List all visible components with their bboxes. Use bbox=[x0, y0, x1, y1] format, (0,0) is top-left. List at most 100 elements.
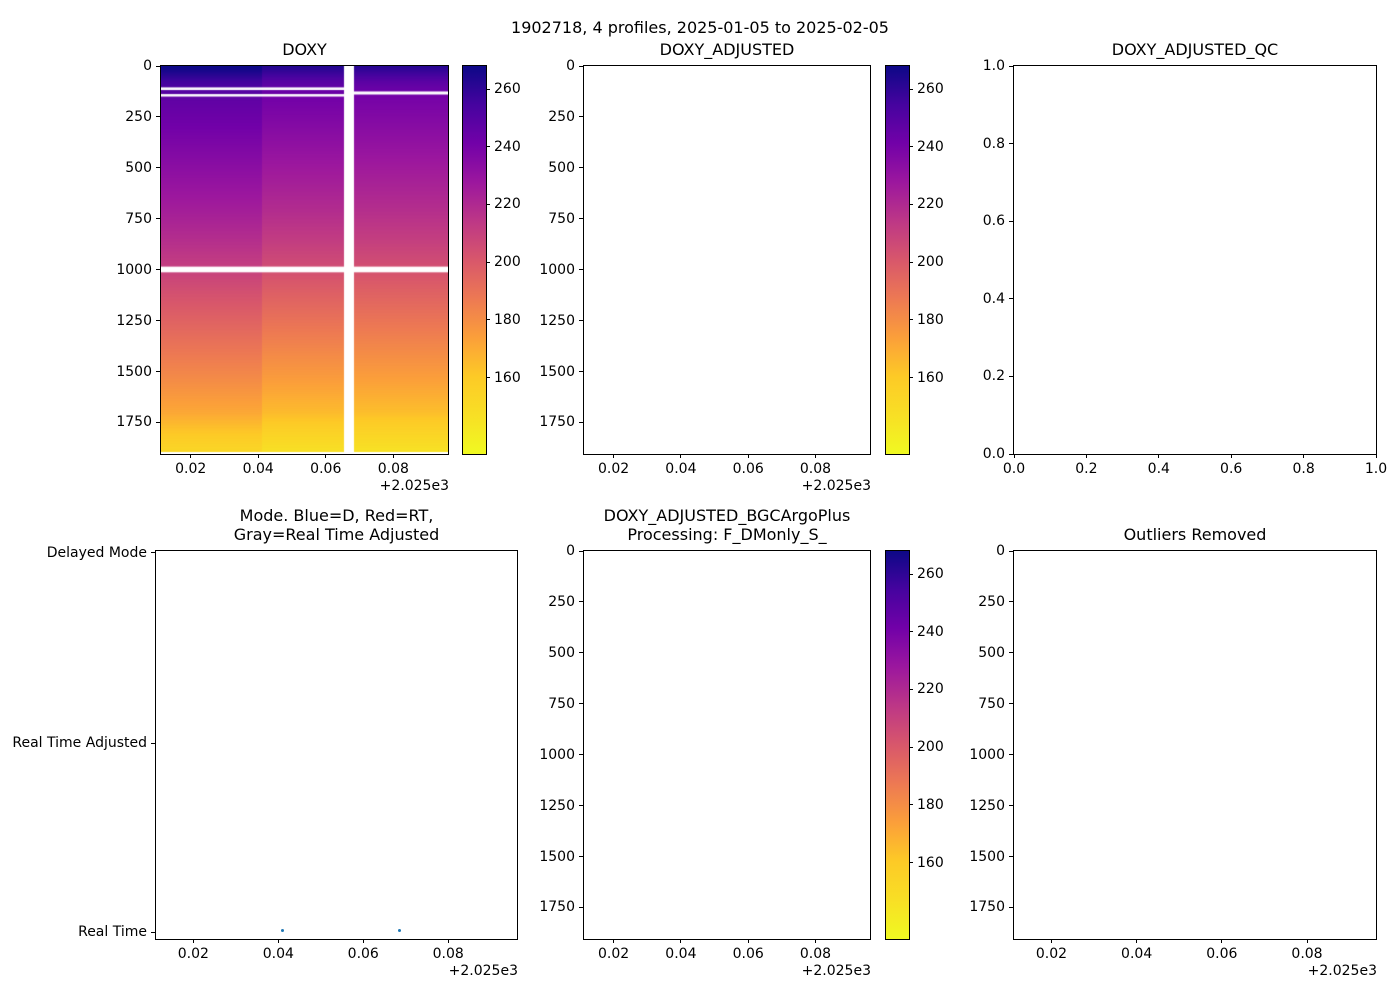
y-tick-mark bbox=[579, 167, 583, 169]
colorbar-tick-label: 200 bbox=[494, 254, 521, 271]
x-tick-mark bbox=[613, 939, 615, 943]
x-axis-offset-label: +2.025e3 bbox=[801, 963, 871, 979]
colorbar-doxy-adjusted: 260 240 220 200 180 160 bbox=[885, 65, 944, 455]
colorbar-tick-mark bbox=[909, 261, 913, 263]
y-tick-mark bbox=[1009, 220, 1013, 222]
colorbar-tick-mark bbox=[909, 573, 913, 575]
y-tick-mark bbox=[1009, 856, 1013, 857]
y-tick-mark bbox=[1009, 375, 1013, 377]
x-tick-label: 0.04 bbox=[665, 946, 697, 962]
title-mode-line2: Gray=Real Time Adjusted bbox=[233, 525, 440, 544]
y-tick-label: 0 bbox=[566, 543, 575, 559]
x-tick-label: 0.04 bbox=[262, 946, 294, 962]
colorbar-tick-label: 220 bbox=[917, 196, 944, 213]
y-tick-mark bbox=[1009, 652, 1013, 654]
y-tick-label: 250 bbox=[125, 108, 152, 125]
x-tick-mark bbox=[1013, 454, 1015, 458]
colorbar-tick-mark bbox=[909, 377, 913, 379]
y-tick-label: 750 bbox=[978, 695, 1005, 712]
y-tick-mark bbox=[579, 601, 583, 603]
y-tick-label: 1250 bbox=[116, 312, 152, 329]
x-tick-label: 0.08 bbox=[799, 946, 832, 962]
x-tick-label: 0.04 bbox=[665, 461, 697, 477]
colorbar-tick-mark bbox=[909, 146, 913, 148]
colorbar-doxy: 260 240 220 200 180 160 bbox=[462, 65, 521, 455]
axes-doxy-adjusted: 0.02 0.04 0.06 0.08 +2.025e3 0 250 500 750 1000 12… bbox=[539, 58, 871, 494]
x-tick-mark bbox=[814, 939, 816, 943]
title-outliers: Outliers Removed bbox=[1123, 525, 1267, 544]
x-tick-label: 0.02 bbox=[598, 461, 630, 477]
y-tick-label: 0.2 bbox=[982, 368, 1005, 385]
y-tick-label: 1500 bbox=[539, 363, 575, 380]
y-tick-label: 750 bbox=[125, 210, 152, 227]
x-tick-label: 0.06 bbox=[310, 461, 342, 477]
y-tick-label: 500 bbox=[548, 159, 575, 176]
y-tick-mark bbox=[579, 805, 583, 807]
colorbar-tick-mark bbox=[486, 88, 490, 90]
colorbar-tick-mark bbox=[909, 746, 913, 748]
doxy-heatmap-canvas bbox=[161, 66, 448, 454]
y-tick-mark bbox=[579, 652, 583, 654]
y-tick-label: 750 bbox=[548, 695, 575, 712]
title-bgc-line1: DOXY_ADJUSTED_BGCArgoPlus bbox=[603, 506, 851, 525]
colorbar-tick-label: 200 bbox=[917, 739, 944, 756]
x-tick-mark bbox=[447, 939, 449, 943]
colorbar-tick-mark bbox=[486, 319, 490, 321]
x-tick-label: 0.04 bbox=[242, 461, 274, 477]
y-tick-label: 500 bbox=[125, 159, 152, 176]
y-tick-mark bbox=[1009, 601, 1013, 603]
title-bgc: DOXY_ADJUSTED_BGCArgoPlus Processing: F_… bbox=[583, 506, 871, 544]
x-tick-label: 0.0 bbox=[1002, 461, 1026, 477]
y-tick-mark bbox=[579, 906, 583, 908]
y-tick-mark bbox=[1009, 298, 1013, 300]
y-tick-mark bbox=[151, 552, 155, 554]
title-bgc-line2: Processing: F_DMonly_S_ bbox=[627, 525, 827, 544]
title-doxy: DOXY bbox=[282, 40, 327, 59]
y-tick-label: 0.4 bbox=[982, 290, 1005, 307]
y-tick-label: 1750 bbox=[969, 899, 1005, 916]
x-tick-label: 0.08 bbox=[799, 461, 832, 477]
y-tick-mark bbox=[579, 116, 583, 118]
colorbar-tick-mark bbox=[909, 804, 913, 806]
axes-bgc: 0.02 0.04 0.06 0.08 +2.025e3 0 250 500 750 1000 12… bbox=[539, 543, 871, 979]
colorbar-tick-mark bbox=[909, 203, 913, 205]
y-tick-mark bbox=[156, 371, 160, 372]
y-tick-mark bbox=[156, 421, 160, 423]
x-tick-mark bbox=[190, 454, 192, 458]
y-tick-label: 0.6 bbox=[982, 213, 1005, 230]
x-tick-label: 0.06 bbox=[1206, 946, 1238, 962]
y-tick-label: 1250 bbox=[539, 797, 575, 814]
axes-doxy: 0.02 0.04 0.06 0.08 +2.025e3 0 250 500 750 1000 12… bbox=[116, 58, 449, 494]
x-tick-mark bbox=[680, 454, 682, 458]
colorbar-tick-mark bbox=[486, 203, 490, 205]
x-tick-mark bbox=[680, 939, 682, 943]
x-tick-mark bbox=[277, 939, 279, 943]
y-tick-mark bbox=[1009, 143, 1013, 145]
y-tick-mark bbox=[579, 550, 583, 552]
x-tick-label: 0.04 bbox=[1121, 946, 1153, 962]
title-doxy-adjusted: DOXY_ADJUSTED bbox=[659, 40, 795, 59]
x-tick-label: 0.2 bbox=[1075, 461, 1098, 477]
colorbar-tick-label: 240 bbox=[494, 138, 521, 155]
x-tick-label: 0.8 bbox=[1292, 461, 1315, 477]
colorbar-tick-mark bbox=[909, 319, 913, 321]
y-tick-label: 1250 bbox=[969, 797, 1005, 814]
y-tick-label: 250 bbox=[548, 108, 575, 125]
x-tick-label: 0.4 bbox=[1147, 461, 1170, 477]
colorbar-tick-label: 220 bbox=[494, 196, 521, 213]
x-tick-mark bbox=[1375, 454, 1377, 458]
colorbar-tick-label: 180 bbox=[494, 311, 521, 328]
y-tick-mark bbox=[156, 218, 160, 220]
x-tick-label: 0.02 bbox=[175, 461, 207, 477]
y-tick-mark bbox=[579, 856, 583, 857]
x-tick-mark bbox=[1085, 454, 1087, 458]
y-tick-mark bbox=[156, 269, 160, 271]
y-tick-label: Delayed Mode bbox=[46, 544, 147, 561]
colorbar-tick-label: 160 bbox=[494, 369, 521, 386]
colorbar-tick-mark bbox=[486, 377, 490, 379]
x-tick-mark bbox=[613, 454, 615, 458]
y-tick-mark bbox=[579, 371, 583, 372]
y-tick-mark bbox=[1009, 805, 1013, 807]
axes-doxy-adjusted-qc: 0.0 0.2 0.4 0.6 0.8 1.0 0.0 0.2 0.4 0.6 0.8 1.0 bbox=[983, 58, 1387, 477]
colorbar-tick-label: 240 bbox=[917, 138, 944, 155]
